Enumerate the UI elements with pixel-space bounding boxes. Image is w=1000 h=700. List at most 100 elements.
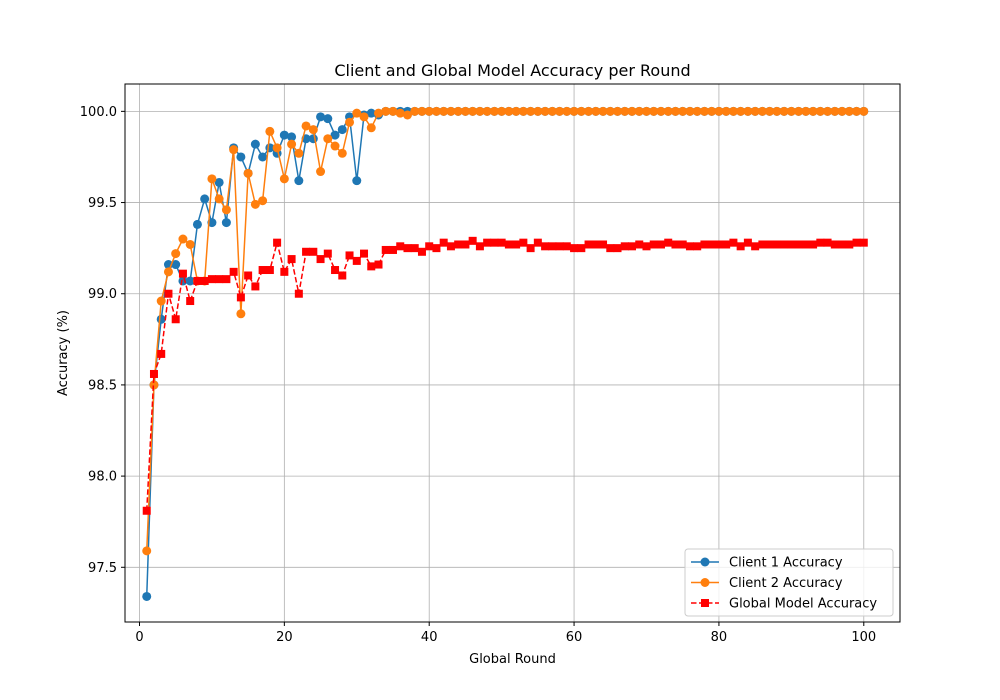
data-point	[504, 240, 513, 249]
data-point	[627, 106, 637, 116]
data-point	[193, 276, 202, 285]
data-point	[330, 130, 340, 140]
data-point	[591, 106, 601, 116]
data-point	[395, 108, 405, 118]
data-point	[649, 240, 658, 249]
data-point	[243, 168, 253, 178]
data-point	[142, 546, 152, 556]
data-point	[743, 238, 752, 247]
data-point	[664, 238, 673, 247]
data-point	[714, 240, 723, 249]
data-point	[859, 106, 869, 116]
data-point	[823, 106, 833, 116]
data-point	[794, 106, 804, 116]
data-point	[758, 240, 767, 249]
data-point	[308, 125, 318, 135]
data-point	[483, 238, 492, 247]
data-point	[221, 205, 231, 215]
data-point	[178, 234, 188, 244]
data-point	[453, 106, 463, 116]
data-point	[258, 196, 268, 206]
data-point	[844, 106, 854, 116]
data-point	[287, 132, 297, 142]
legend-label: Client 1 Accuracy	[729, 556, 843, 571]
data-point	[142, 506, 151, 515]
data-point	[628, 242, 637, 251]
data-point	[808, 106, 818, 116]
data-point	[678, 106, 688, 116]
data-point	[541, 242, 550, 251]
data-point	[751, 242, 760, 251]
data-point	[149, 380, 159, 390]
data-point	[229, 145, 239, 155]
data-point	[591, 240, 600, 249]
data-point	[613, 244, 622, 253]
data-point	[403, 244, 412, 253]
x-tick-label: 40	[421, 630, 438, 645]
data-point	[337, 148, 347, 158]
data-point	[446, 106, 456, 116]
data-point	[236, 152, 246, 162]
data-point	[424, 106, 434, 116]
data-point	[207, 275, 216, 284]
data-point	[750, 106, 760, 116]
data-point	[634, 106, 644, 116]
data-point	[656, 106, 666, 116]
series-3	[142, 236, 868, 515]
data-point	[432, 244, 441, 253]
data-point	[548, 242, 557, 251]
data-point	[801, 240, 810, 249]
data-point	[497, 106, 507, 116]
data-point	[222, 275, 231, 284]
data-point	[294, 148, 304, 158]
data-point	[316, 167, 326, 177]
data-point	[302, 247, 311, 256]
data-point	[809, 240, 818, 249]
y-tick-label: 99.5	[88, 196, 117, 211]
data-point	[301, 121, 311, 131]
data-point	[388, 245, 397, 254]
data-point	[780, 240, 789, 249]
data-point	[699, 106, 709, 116]
data-point	[757, 106, 767, 116]
data-point	[670, 106, 680, 116]
data-point	[323, 134, 333, 144]
data-point	[265, 126, 275, 136]
data-point	[642, 242, 651, 251]
data-point	[707, 106, 717, 116]
data-point	[258, 152, 268, 162]
data-point	[142, 591, 152, 601]
data-point	[721, 106, 731, 116]
data-point	[649, 106, 659, 116]
data-point	[635, 240, 644, 249]
data-point	[200, 194, 210, 204]
data-point	[562, 106, 572, 116]
data-point	[308, 134, 318, 144]
data-point	[338, 271, 347, 280]
data-point	[178, 269, 187, 278]
data-point	[555, 106, 565, 116]
data-point	[678, 240, 687, 249]
legend-marker	[700, 578, 710, 587]
data-point	[656, 240, 665, 249]
legend-label: Global Model Accuracy	[729, 597, 877, 612]
data-point	[685, 106, 695, 116]
data-point	[555, 242, 564, 251]
data-point	[845, 240, 854, 249]
data-point	[272, 143, 282, 153]
data-point	[570, 244, 579, 253]
data-point	[410, 106, 420, 116]
data-point	[374, 260, 383, 269]
data-point	[794, 240, 803, 249]
data-point	[729, 238, 738, 247]
data-point	[772, 106, 782, 116]
data-point	[714, 106, 724, 116]
legend-label: Client 2 Accuracy	[729, 576, 843, 591]
data-point	[692, 106, 702, 116]
data-point	[599, 240, 608, 249]
data-point	[518, 106, 528, 116]
data-point	[439, 106, 449, 116]
data-point	[330, 141, 340, 151]
data-point	[374, 108, 384, 118]
data-point	[772, 240, 781, 249]
